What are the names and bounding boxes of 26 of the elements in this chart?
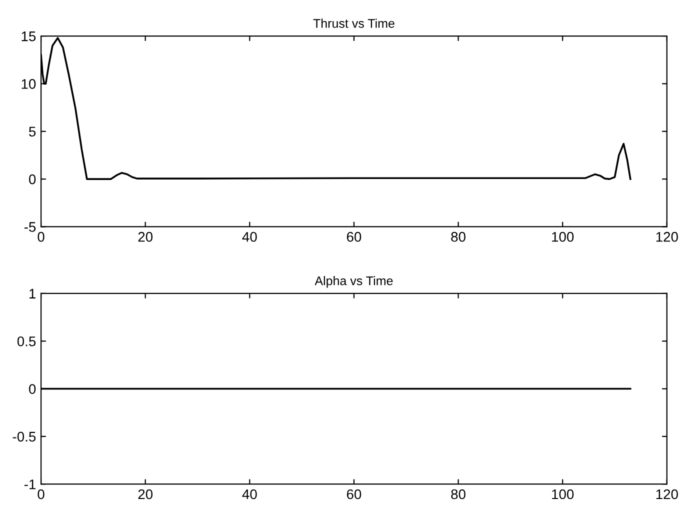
chart-title: Thrust vs Time: [313, 18, 394, 28]
y-tick-label: 0: [29, 384, 36, 394]
x-tick-label: 40: [242, 489, 257, 500]
y-tick-label: 1: [30, 288, 36, 298]
y-tick-label: 0: [29, 174, 36, 184]
y-tick-label: 0.5: [17, 336, 36, 346]
y-tick-label: 5: [29, 126, 36, 137]
x-tick-label: 80: [451, 489, 466, 500]
x-tick-label: 20: [138, 489, 153, 500]
x-tick-label: 40: [242, 232, 257, 242]
x-tick-label: 20: [138, 232, 153, 242]
y-tick-label: -0.5: [12, 432, 36, 442]
x-tick-label: 100: [552, 489, 574, 500]
x-tick-label: 0: [38, 232, 44, 242]
y-tick-label: 10: [22, 79, 36, 89]
x-tick-label: 80: [451, 232, 466, 242]
x-tick-label: 120: [656, 489, 678, 500]
y-tick-label: 15: [22, 32, 36, 42]
x-tick-label: 100: [552, 232, 574, 242]
chart-title: Alpha vs Time: [314, 276, 393, 288]
x-tick-label: 60: [346, 489, 362, 500]
y-tick-label: -1: [24, 480, 36, 490]
x-tick-label: 120: [656, 232, 678, 242]
y-tick-label: -5: [24, 222, 36, 232]
x-tick-label: 60: [346, 232, 362, 242]
x-tick-label: 0: [38, 489, 44, 500]
